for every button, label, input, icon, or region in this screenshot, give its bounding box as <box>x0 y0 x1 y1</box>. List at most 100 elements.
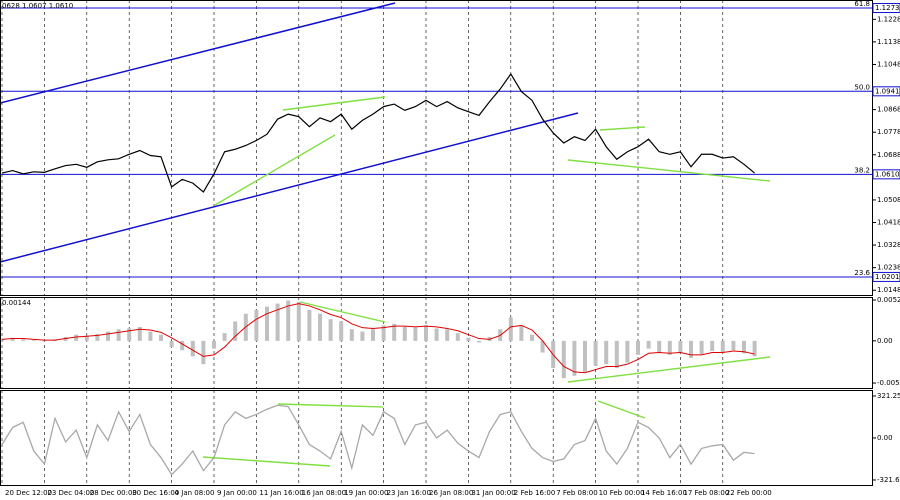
histogram-bar <box>265 306 269 341</box>
histogram-bar <box>699 340 704 355</box>
line-series <box>1 72 755 193</box>
price-box <box>872 271 900 282</box>
trend-line <box>282 96 386 111</box>
histogram-bar <box>593 340 598 366</box>
x-tick-label: 20 Dec 12:00 <box>5 489 52 497</box>
histogram-bar <box>540 340 545 353</box>
histogram-bar <box>466 337 471 341</box>
histogram-bar <box>296 302 301 341</box>
y-tick-label: 0.00 <box>877 434 893 442</box>
panel-frame <box>0 297 873 389</box>
divergence-line <box>567 356 771 383</box>
histogram-bar <box>519 325 524 341</box>
y-tick-label: 1.0148 <box>877 286 900 294</box>
channel-upper <box>0 2 396 104</box>
divergence-line <box>299 301 386 323</box>
histogram-bar <box>201 340 206 365</box>
histogram-bar <box>742 340 746 354</box>
y-tick-label: 1.0778 <box>877 128 900 136</box>
divergence-line <box>202 456 331 467</box>
histogram-bar <box>74 334 79 341</box>
histogram-bar <box>233 321 238 341</box>
x-tick-label: 17 Feb 08:00 <box>683 489 729 497</box>
price-box <box>872 86 900 97</box>
histogram-bar <box>318 313 322 341</box>
histogram-bar <box>190 340 195 357</box>
histogram-bar <box>180 340 185 351</box>
x-tick-label: 22 Feb 00:00 <box>726 489 772 497</box>
x-tick-label: 11 Jan 16:00 <box>259 489 303 497</box>
histogram-bar <box>286 300 291 341</box>
y-tick-label: 1.0868 <box>877 106 900 114</box>
histogram-bar <box>137 326 142 341</box>
x-tick-label: 19 Jan 00:00 <box>344 489 388 497</box>
price-box-label: 1.0610 <box>875 170 900 178</box>
histogram-bar <box>402 326 407 341</box>
fib-label: 61.8 <box>854 0 870 8</box>
histogram-bar <box>561 340 566 379</box>
histogram-bar <box>169 340 174 348</box>
histogram-bar <box>0 338 4 341</box>
histogram-bar <box>572 340 577 376</box>
histogram-bar <box>445 329 450 341</box>
histogram-bar <box>455 333 460 341</box>
x-tick-label: 16 Jan 08:00 <box>302 489 346 497</box>
trend-line <box>567 159 771 182</box>
y-tick-label: 0.00 <box>877 337 893 345</box>
y-tick-label: 321.2557 <box>877 392 900 400</box>
panel-header: 0628 1.0607 1.0610 <box>2 2 73 10</box>
histogram-bar <box>667 340 672 355</box>
histogram-bar <box>710 340 715 351</box>
histogram-bar <box>614 340 619 369</box>
price-box <box>872 169 900 180</box>
panel-header: 0.00144 <box>2 299 31 307</box>
x-tick-label: 31 Jan 00:00 <box>471 489 515 497</box>
fib-label: 23.6 <box>854 269 870 277</box>
line-series <box>1 303 755 374</box>
histogram-bar <box>508 317 513 341</box>
histogram-bar <box>381 325 386 341</box>
histogram-bar <box>42 340 47 342</box>
histogram-bar <box>84 336 89 341</box>
y-tick-label: 1.0328 <box>877 241 900 249</box>
histogram-bar <box>752 340 757 357</box>
histogram-bar <box>583 340 587 372</box>
histogram-bar <box>360 331 365 341</box>
histogram-bar <box>116 329 121 341</box>
histogram-bar <box>636 340 640 355</box>
histogram-bar <box>678 340 683 353</box>
x-tick-label: 4 Jan 08:00 <box>175 489 215 497</box>
y-tick-label: 1.1228 <box>877 15 900 23</box>
histogram-bar <box>646 340 651 349</box>
line-series <box>1 404 755 476</box>
price-box-label: 1.0201 <box>875 273 900 281</box>
divergence-line <box>597 400 646 419</box>
histogram-bar <box>31 340 36 341</box>
x-tick-label: 30 Dec 16:00 <box>132 489 179 497</box>
x-tick-label: 14 Feb 16:00 <box>641 489 687 497</box>
histogram-bar <box>275 303 280 341</box>
histogram-bar <box>212 340 216 349</box>
y-tick-label: -0.00543 <box>877 379 900 387</box>
divergence-line <box>277 403 384 408</box>
trend-line <box>599 126 646 131</box>
channel-lower <box>0 112 579 263</box>
histogram-bar <box>413 327 418 341</box>
histogram-bar <box>371 329 375 341</box>
price-box <box>872 3 900 14</box>
x-tick-label: 7 Feb 08:00 <box>556 489 597 497</box>
histogram-bar <box>127 328 132 341</box>
x-tick-label: 26 Jan 08:00 <box>429 489 473 497</box>
y-tick-label: 1.0238 <box>877 264 900 272</box>
x-tick-label: 28 Dec 00:00 <box>90 489 137 497</box>
x-tick-label: 10 Feb 00:00 <box>599 489 645 497</box>
histogram-bar <box>434 328 439 341</box>
histogram-bar <box>530 334 534 341</box>
histogram-bar <box>392 323 397 341</box>
histogram-bar <box>328 319 333 341</box>
histogram-bar <box>254 309 259 341</box>
trend-line <box>214 134 336 206</box>
